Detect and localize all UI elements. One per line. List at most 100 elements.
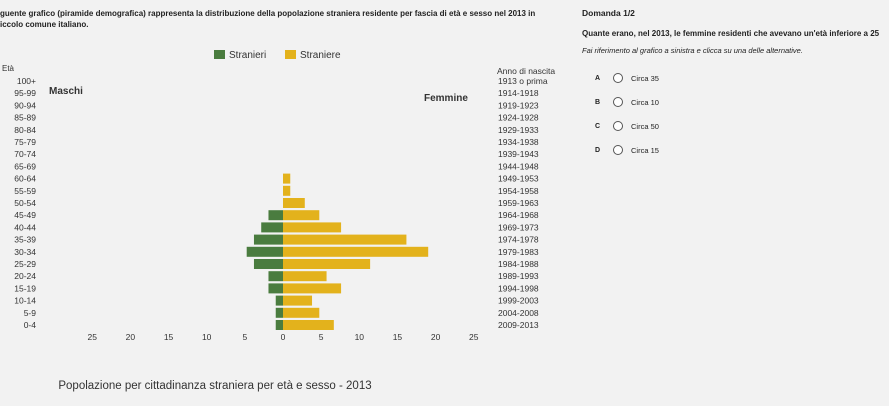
population-pyramid-chart: Stranieri Straniere Età Anno di nascita Masc… [2,50,555,392]
x-tick-label: 0 [281,332,286,342]
question-hint: Fai riferimento al grafico a sinistra e … [582,46,803,55]
x-tick-label: 5 [242,332,247,342]
female-bar [283,198,305,208]
birth-year-label: 1934-1938 [498,137,539,147]
option-letter: D [595,146,601,154]
age-label: 55-59 [14,186,36,196]
age-label: 70-74 [14,149,36,159]
chart-title: Popolazione per cittadinanza straniera p… [58,380,371,392]
female-bar [283,246,429,257]
legend-swatch-straniere [285,50,296,59]
birth-year-label: 1994-1998 [498,283,539,293]
option-c[interactable]: C Circa 50 [595,114,659,138]
radio-button[interactable] [613,121,623,131]
x-tick-label: 20 [431,332,441,342]
answer-options: A Circa 35 B Circa 10 C Circa 50 D Circa… [595,66,659,162]
female-bar [283,173,291,184]
birth-year-label: 1964-1968 [498,210,539,220]
age-label: 45-49 [14,210,36,220]
question-intro: guente grafico (piramide demografica) ra… [0,8,575,30]
age-label: 40-44 [14,222,36,232]
birth-year-label: 1914-1918 [498,88,539,98]
female-bar [283,271,327,282]
option-d[interactable]: D Circa 15 [595,138,659,162]
male-bar [275,307,283,318]
x-tick-label: 10 [202,332,212,342]
x-tick-label: 25 [469,332,479,342]
birth-year-label: 1913 o prima [498,76,548,86]
birth-year-label: 2009-2013 [498,320,539,330]
age-label: 0-4 [24,320,37,330]
radio-button[interactable] [613,73,623,83]
question-text: Quante erano, nel 2013, le femmine resid… [582,29,880,38]
age-label: 95-99 [14,88,36,98]
option-label: Circa 10 [631,97,659,107]
left-axis-title: Età [2,64,15,73]
option-b[interactable]: B Circa 10 [595,90,659,114]
male-label: Maschi [49,86,83,97]
birth-year-label: 1929-1933 [498,125,539,135]
question-counter: Domanda 1/2 [582,8,635,18]
intro-line-1: guente grafico (piramide demografica) ra… [0,9,536,18]
age-label: 100+ [17,76,36,86]
female-label: Femmine [424,93,468,104]
birth-year-label: 1969-1973 [498,222,539,232]
male-bar [275,295,283,306]
birth-year-label: 1974-1978 [498,235,539,245]
birth-year-label: 1949-1953 [498,174,539,184]
age-label: 50-54 [14,198,36,208]
option-label: Circa 15 [631,145,659,155]
birth-year-label: 1944-1948 [498,161,539,171]
male-bar [268,210,283,221]
birth-year-label: 1919-1923 [498,100,539,110]
age-label: 90-94 [14,100,36,110]
option-label: Circa 35 [631,73,659,83]
age-label: 35-39 [14,235,36,245]
age-label: 85-89 [14,113,36,123]
radio-button[interactable] [613,145,623,155]
birth-year-label: 1939-1943 [498,149,539,159]
birth-year-label: 1979-1983 [498,247,539,257]
option-a[interactable]: A Circa 35 [595,66,659,90]
female-bar [283,210,320,221]
female-bar [283,259,371,269]
female-bar [283,307,320,318]
option-letter: B [595,98,601,106]
x-tick-label: 15 [393,332,403,342]
x-tick-label: 20 [126,332,136,342]
age-label: 75-79 [14,137,36,147]
birth-year-label: 1989-1993 [498,271,539,281]
male-bar [253,234,283,245]
x-tick-label: 5 [319,332,324,342]
age-label: 15-19 [14,283,36,293]
option-letter: A [595,74,601,82]
radio-button[interactable] [613,97,623,107]
age-label: 80-84 [14,125,36,135]
male-bar [253,259,283,269]
female-bar [283,234,407,245]
age-label: 25-29 [14,259,36,269]
legend-label-stranieri: Stranieri [229,50,266,61]
birth-year-label: 1999-2003 [498,296,539,306]
male-bar [268,271,283,282]
male-bar [268,283,283,294]
female-bar [283,295,313,306]
x-tick-label: 15 [164,332,174,342]
intro-line-2: iccolo comune italiano. [0,20,89,29]
male-bar [275,320,283,330]
age-label: 5-9 [24,308,37,318]
option-letter: C [595,122,601,130]
male-bar [246,246,283,257]
age-label: 20-24 [14,271,36,281]
male-bar [261,222,283,233]
birth-year-label: 1959-1963 [498,198,539,208]
legend-label-straniere: Straniere [300,50,341,61]
birth-year-label: 1984-1988 [498,259,539,269]
x-tick-label: 10 [355,332,365,342]
legend-swatch-stranieri [214,50,225,59]
female-bar [283,283,342,294]
age-label: 60-64 [14,174,36,184]
birth-year-label: 1954-1958 [498,186,539,196]
female-bar [283,320,334,330]
birth-year-label: 1924-1928 [498,113,539,123]
